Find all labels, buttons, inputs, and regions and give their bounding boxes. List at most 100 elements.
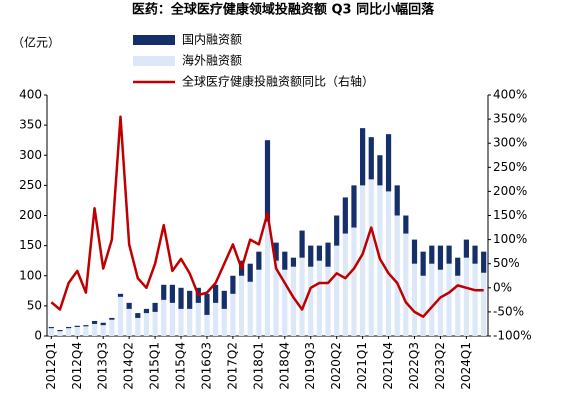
bar <box>230 275 236 294</box>
y2-tick-label: -100% <box>493 329 532 343</box>
bar <box>66 328 72 336</box>
bar <box>299 230 305 258</box>
bar <box>481 251 487 273</box>
bar <box>325 266 331 336</box>
bar <box>316 245 322 261</box>
bar <box>342 197 348 234</box>
bar <box>109 317 115 320</box>
x-tick-label: 2018Q1 <box>251 342 265 390</box>
x-tick-label: 2018Q4 <box>277 342 291 390</box>
bar <box>187 290 193 309</box>
bar <box>308 266 314 336</box>
x-tick-label: 2024Q1 <box>459 342 473 390</box>
bar <box>161 284 167 300</box>
bar <box>334 245 340 336</box>
y2-tick-label: 100% <box>493 232 527 246</box>
bar <box>411 239 418 264</box>
legend-swatch <box>133 56 175 66</box>
x-tick-label: 2019Q3 <box>303 342 317 390</box>
bar <box>117 293 124 297</box>
bar <box>143 313 150 336</box>
bar <box>66 326 72 329</box>
bar <box>342 233 348 336</box>
bar <box>481 272 487 336</box>
bar <box>57 329 63 332</box>
bar <box>368 137 374 180</box>
x-tick-label: 2021Q4 <box>381 342 395 390</box>
y-tick-label: 300 <box>19 148 42 162</box>
bar <box>290 266 297 336</box>
x-tick-label: 2012Q4 <box>70 342 84 390</box>
x-tick-label: 2016Q3 <box>199 342 213 390</box>
y-tick-label: 150 <box>19 238 42 252</box>
bar <box>230 293 236 336</box>
bar <box>264 140 271 222</box>
bar <box>472 245 478 264</box>
y2-tick-label: 350% <box>493 112 527 126</box>
x-tick-label: 2023Q2 <box>433 342 447 390</box>
bar <box>126 308 132 336</box>
bar <box>463 239 469 258</box>
bar <box>135 317 141 336</box>
bar <box>195 302 201 336</box>
bar <box>143 308 150 314</box>
y-tick-label: 50 <box>27 298 42 312</box>
bar <box>403 215 409 234</box>
bar <box>152 311 158 336</box>
bar <box>135 313 141 318</box>
bar <box>446 263 452 336</box>
bar <box>74 325 80 327</box>
bar <box>74 326 80 336</box>
y2-tick-label: -50% <box>493 304 524 318</box>
x-tick-label: 2022Q3 <box>407 342 421 390</box>
bar <box>420 275 426 336</box>
bar <box>238 275 245 336</box>
bar <box>91 323 98 336</box>
bar <box>394 185 400 216</box>
bar <box>385 191 392 336</box>
bar <box>57 331 63 336</box>
bar <box>109 319 115 336</box>
bar <box>256 251 262 270</box>
y-tick-label: 200 <box>19 208 42 222</box>
bar <box>472 263 478 336</box>
bar <box>83 326 89 336</box>
bar <box>117 296 124 336</box>
y2-tick-label: 0% <box>493 280 512 294</box>
bar <box>169 302 175 336</box>
bar <box>264 221 271 336</box>
bar <box>394 215 400 336</box>
bar <box>169 284 175 303</box>
bar <box>368 179 374 336</box>
y2-tick-label: 50% <box>493 256 520 270</box>
bar <box>273 242 279 261</box>
bar <box>282 269 288 336</box>
bar <box>411 263 418 336</box>
bar <box>247 263 253 282</box>
y-tick-label: 350 <box>19 118 42 132</box>
bar <box>83 325 89 327</box>
bar <box>429 245 435 264</box>
bar <box>316 260 322 336</box>
y2-tick-label: 150% <box>493 208 527 222</box>
bar <box>308 245 314 267</box>
bar <box>126 302 132 309</box>
x-tick-label: 2015Q1 <box>148 342 162 390</box>
bar <box>213 302 219 336</box>
bar <box>204 293 210 315</box>
bar <box>325 242 331 267</box>
bar <box>455 275 461 336</box>
bar <box>91 320 98 324</box>
bar <box>100 322 106 326</box>
chart-title: 医药：全球医疗健康领域投融资额 Q3 同比小幅回落 <box>132 2 435 18</box>
legend-swatch <box>133 35 175 45</box>
y-tick-label: 100 <box>19 268 42 282</box>
bar <box>187 308 193 336</box>
bar <box>290 257 297 267</box>
bar <box>420 251 426 276</box>
bar <box>152 302 158 312</box>
bar <box>247 281 253 336</box>
x-tick-label: 2020Q2 <box>329 342 343 390</box>
x-tick-label: 2012Q1 <box>44 342 58 390</box>
